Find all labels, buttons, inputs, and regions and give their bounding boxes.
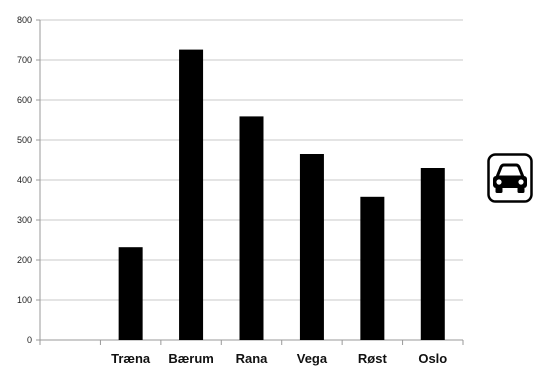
bar (420, 168, 445, 340)
y-tick-label: 500 (17, 135, 32, 145)
y-tick-label: 200 (17, 255, 32, 265)
bar (299, 154, 324, 340)
bars (118, 49, 445, 341)
y-tick-label: 800 (17, 15, 32, 25)
y-tick-label: 100 (17, 295, 32, 305)
y-tick-label: 400 (17, 175, 32, 185)
x-tick-label: Røst (358, 351, 388, 366)
x-tick-label: Bærum (168, 351, 214, 366)
y-tick-label: 0 (27, 335, 32, 345)
bar (118, 247, 143, 340)
x-tick-label: Træna (111, 351, 151, 366)
y-tick-label: 300 (17, 215, 32, 225)
y-tick-labels: 0 100 200 300 400 500 600 700 800 (17, 15, 40, 345)
x-tick-marks (39, 340, 464, 345)
x-tick-label: Oslo (418, 351, 447, 366)
y-tick-label: 700 (17, 55, 32, 65)
bar (239, 116, 264, 341)
y-tick-label: 600 (17, 95, 32, 105)
x-tick-labels: Træna Bærum Rana Vega Røst Oslo (111, 351, 447, 366)
bar (360, 196, 385, 340)
x-tick-label: Rana (236, 351, 269, 366)
x-tick-label: Vega (297, 351, 328, 366)
car-icon (487, 153, 533, 203)
bar (179, 49, 204, 340)
